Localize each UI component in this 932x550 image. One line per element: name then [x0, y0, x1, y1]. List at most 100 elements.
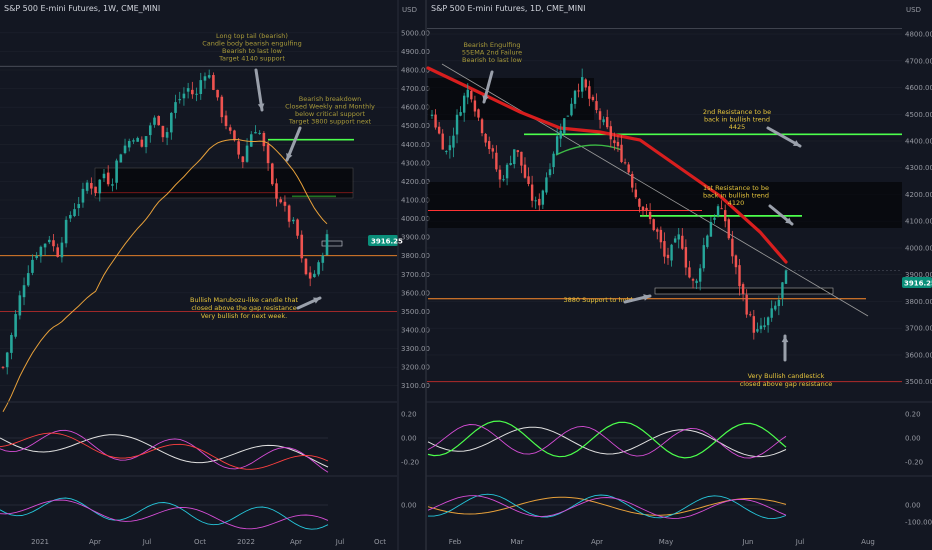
- left-resistance-zone: [94, 167, 354, 199]
- candle-body: [495, 152, 498, 170]
- left-annotations: Long top tail (bearish)Candle body beari…: [190, 32, 375, 320]
- candle-body: [254, 132, 257, 134]
- candle-body: [207, 75, 211, 78]
- right-oscillator-2: 0.00 -100.00: [427, 493, 932, 527]
- time-tick-label: Jun: [742, 538, 754, 546]
- candle-body: [530, 184, 534, 201]
- candle-body: [598, 111, 602, 120]
- price-tick-label: 3700.00: [401, 271, 430, 279]
- candle-body: [14, 314, 17, 337]
- candle-body: [69, 214, 72, 219]
- left-grid: [0, 32, 398, 387]
- candle-body: [648, 211, 652, 220]
- right-daily-chart[interactable]: S&P 500 E-mini Futures, 1D, CME_MINI USD…: [426, 4, 932, 546]
- candle-body: [652, 219, 655, 231]
- candle-body: [727, 219, 730, 239]
- candle-body: [102, 173, 106, 179]
- candle-body: [106, 172, 110, 185]
- price-tick-label: 4200.00: [401, 178, 430, 186]
- candle-body: [688, 267, 691, 278]
- time-tick-label: 2021: [31, 538, 49, 546]
- ann-breakdown-line: below critical support: [295, 110, 366, 118]
- candle-body: [756, 329, 759, 332]
- time-tick-label: Jul: [142, 538, 152, 546]
- candle-body: [228, 127, 232, 131]
- candle-body: [695, 280, 698, 284]
- candle-body: [545, 177, 548, 193]
- ann-marubozu-line: Very bullish for next week.: [201, 312, 287, 320]
- right-price-axis: 4800.00 4700.00 4600.00 4500.00 4400.00 4300.…: [905, 31, 932, 387]
- time-tick-label: 2022: [237, 538, 255, 546]
- candle-body: [777, 299, 781, 307]
- ann-marubozu-line: closed above the gap resistance: [191, 304, 296, 312]
- candle-body: [634, 189, 638, 198]
- candle-body: [720, 208, 723, 210]
- ann-support-line: 3880 Support to hold: [564, 296, 633, 304]
- arrowhead-icon: [793, 140, 800, 146]
- right-arrows: [482, 70, 802, 362]
- candle-body: [591, 96, 595, 101]
- candle-body: [220, 96, 224, 118]
- price-tick-label: 3800.00: [401, 252, 430, 260]
- candle-body: [279, 199, 283, 203]
- candle-body: [691, 279, 695, 281]
- candle-body: [60, 242, 64, 258]
- candle-body: [480, 119, 484, 134]
- right-candles: [430, 68, 788, 340]
- candle-body: [441, 133, 444, 150]
- gap-box: [321, 240, 343, 247]
- osc-line: [427, 426, 787, 458]
- ann-res1-line: 1st Resistance to be: [703, 184, 769, 192]
- price-tick-label: 4700.00: [401, 85, 430, 93]
- osc-tick-label: 0.00: [401, 435, 417, 443]
- left-weekly-chart[interactable]: S&P 500 E-mini Futures, 1W, CME_MINI USD…: [0, 4, 430, 546]
- time-tick-label: Apr: [591, 538, 603, 546]
- price-tick-label: 3300.00: [401, 345, 430, 353]
- candle-body: [663, 241, 666, 257]
- candle-body: [588, 86, 591, 99]
- candle-body: [182, 93, 186, 99]
- candle-body: [437, 126, 441, 134]
- candle-body: [73, 209, 76, 217]
- candle-body: [731, 238, 734, 257]
- candle-body: [462, 95, 466, 113]
- candle-body: [266, 144, 270, 164]
- candle-body: [174, 102, 177, 113]
- candle-body: [555, 136, 559, 155]
- left-price-badge: 3916.25: [368, 235, 403, 246]
- ann-bull-line: Very Bullish candlestick: [748, 372, 825, 380]
- left-price-badge-text: 3916.25: [371, 238, 403, 246]
- candle-body: [304, 258, 308, 275]
- candle-body: [677, 234, 680, 240]
- osc-tick-label: -0.20: [401, 459, 419, 467]
- candle-body: [10, 334, 13, 353]
- candle-body: [195, 93, 198, 95]
- candle-body: [81, 188, 85, 203]
- left-oscillator-2: 0.00: [0, 497, 417, 530]
- candle-body: [470, 90, 473, 100]
- candle-body: [713, 217, 716, 220]
- candle-body: [645, 207, 648, 211]
- left-price-axis: 5000.00 4900.00 4800.00 4700.00 4600.00 4500.…: [401, 29, 430, 390]
- ann-res1-line: back in bullish trend: [703, 192, 769, 200]
- candle-body: [552, 153, 555, 168]
- left-oscillator-1: 0.20 0.00 -0.20: [0, 411, 419, 473]
- candle-body: [127, 140, 131, 148]
- candle-body: [759, 325, 763, 330]
- candle-body: [606, 117, 609, 128]
- price-tick-label: 4100.00: [401, 197, 430, 205]
- price-tick-label: 4200.00: [905, 191, 932, 199]
- price-tick-label: 4300.00: [401, 159, 430, 167]
- osc-tick-label: 0.20: [401, 411, 417, 419]
- candle-body: [313, 273, 316, 278]
- ann-top-line: Bearish to last low: [222, 47, 283, 55]
- candle-body: [31, 259, 34, 273]
- candle-body: [448, 145, 452, 151]
- ann-res2-line: 4425: [729, 123, 746, 131]
- ann-engulf-line: Bearish Engulfing: [463, 41, 520, 49]
- arrowhead-icon: [781, 336, 789, 343]
- osc-line: [427, 495, 787, 519]
- candle-body: [716, 206, 720, 216]
- candle-body: [300, 234, 304, 259]
